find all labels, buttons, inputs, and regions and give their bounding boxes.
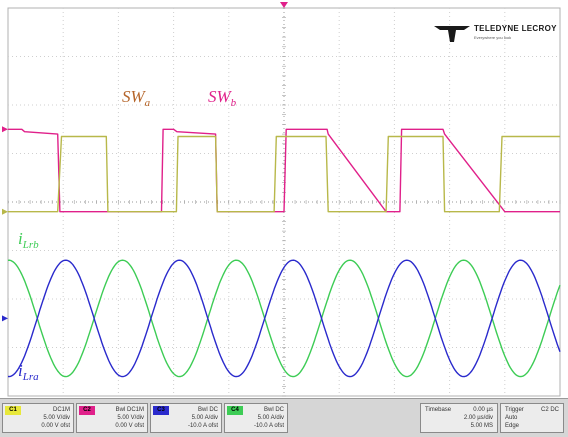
trigger-type: Edge [505,423,520,429]
c3-scale: 5.00 A/div [191,415,218,421]
c1-coupling: DC1M [52,407,70,413]
trigger-position-marker[interactable] [280,2,288,8]
channel-box-c2[interactable]: C2 Bwl DC1M 5.00 V/div 0.00 V ofst [76,403,148,433]
c2-coupling: Bwl DC1M [115,407,144,413]
channel-level-marker[interactable] [2,126,8,133]
trigger-value: C2 DC [540,407,559,413]
teledyne-logo-icon [434,26,470,42]
c1-scale: 5.00 V/div [43,415,70,421]
c3-coupling: Bwl DC [197,407,218,413]
series-sw-a-line [8,135,560,213]
c4-coupling: Bwl DC [263,407,284,413]
c3-offset: -10.0 A ofst [187,423,218,429]
c2-offset: 0.00 V ofst [115,423,144,429]
channel-tag-c2: C2 [79,406,95,415]
channel-box-c3[interactable]: C3 Bwl DC 5.00 A/div -10.0 A ofst [150,403,222,433]
c1-offset: 0.00 V ofst [41,423,70,429]
trigger-box[interactable]: Trigger C2 DC Auto Edge [500,403,564,433]
channel-tag-c3: C3 [153,406,169,415]
c4-offset: -10.0 A ofst [253,423,284,429]
series-i-lrb-line [7,259,561,378]
c2-scale: 5.00 V/div [117,415,144,421]
channel-level-marker[interactable] [2,208,8,215]
timebase-samples: 5.00 MS [470,423,493,429]
waveform-traces [7,128,561,378]
channel-level-marker[interactable] [2,315,8,322]
series-i-lra-line [7,259,561,378]
trace-label-swa: SWa [122,87,151,109]
timebase-value: 0.00 µs [473,407,493,413]
channel-markers [2,2,288,322]
trigger-mode: Auto [505,415,518,421]
timebase-scale: 2.00 µs/div [463,415,493,421]
timebase-box[interactable]: Timebase 0.00 µs 2.00 µs/div 5.00 MS [420,403,498,433]
channel-tag-c1: C1 [5,406,21,415]
trigger-label: Trigger [505,407,524,413]
channel-tag-c4: C4 [227,406,243,415]
brand-logo: TELEDYNE LECROY Everywhere you look [434,22,560,44]
c4-scale: 5.00 A/div [257,415,284,421]
channel-box-c1[interactable]: C1 DC1M 5.00 V/div 0.00 V ofst [2,403,74,433]
timebase-label: Timebase [425,407,452,413]
trace-label-swb: SWb [208,87,237,109]
brand-name: TELEDYNE LECROY [474,24,557,33]
channel-box-c4[interactable]: C4 Bwl DC 5.00 A/div -10.0 A ofst [224,403,288,433]
brand-tagline: Everywhere you look [474,35,512,40]
status-bar: C1 DC1M 5.00 V/div 0.00 V ofst C2 Bwl DC… [0,398,568,437]
